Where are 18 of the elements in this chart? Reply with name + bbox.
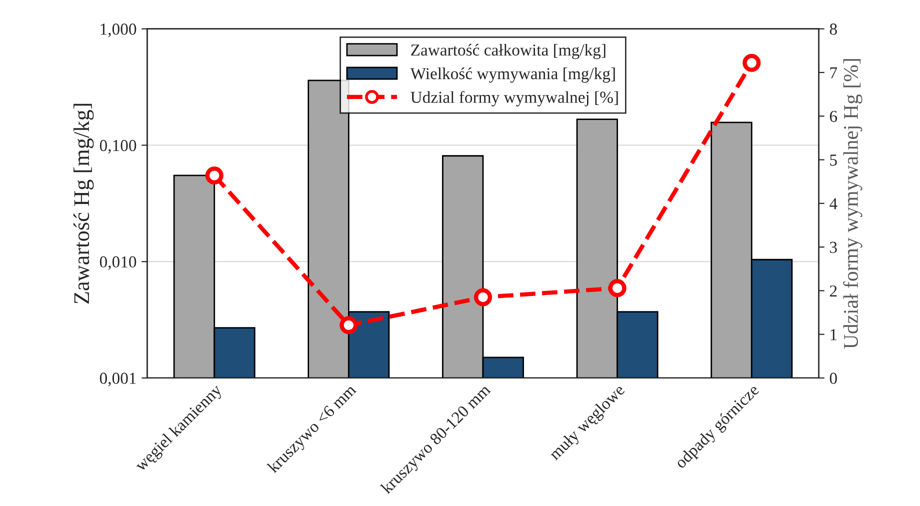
y2-tick-label: 5 (830, 154, 837, 166)
y-axis-title: Zawartość Hg [mg/kg] (73, 104, 94, 304)
y2-tick-label: 7 (830, 67, 838, 78)
y2-axis-title: Udział formy wymywalnej Hg [%] (843, 59, 862, 349)
y2-tick-label: 3 (830, 242, 837, 253)
y-tick-label: 0,100 (100, 140, 136, 154)
y2-tick-label: 1 (830, 329, 837, 340)
y2-tick-label: 4 (830, 198, 838, 210)
y-tick-label: 1,000 (100, 24, 136, 38)
y2-tick-label: 2 (830, 285, 837, 296)
legend-label: Wielkość wymywania [mg/kg] (410, 68, 615, 83)
y2-tick-label: 8 (830, 24, 837, 35)
legend-label: Udzial formy wymywalnej [%] (410, 91, 618, 106)
legend-label: Zawartość całkowita [mg/kg] (411, 44, 606, 60)
y2-tick-label: 0 (830, 372, 837, 384)
y2-tick-label: 6 (830, 110, 838, 122)
y-tick-label: 0,001 (100, 372, 136, 386)
y-tick-label: 0,010 (100, 256, 136, 270)
